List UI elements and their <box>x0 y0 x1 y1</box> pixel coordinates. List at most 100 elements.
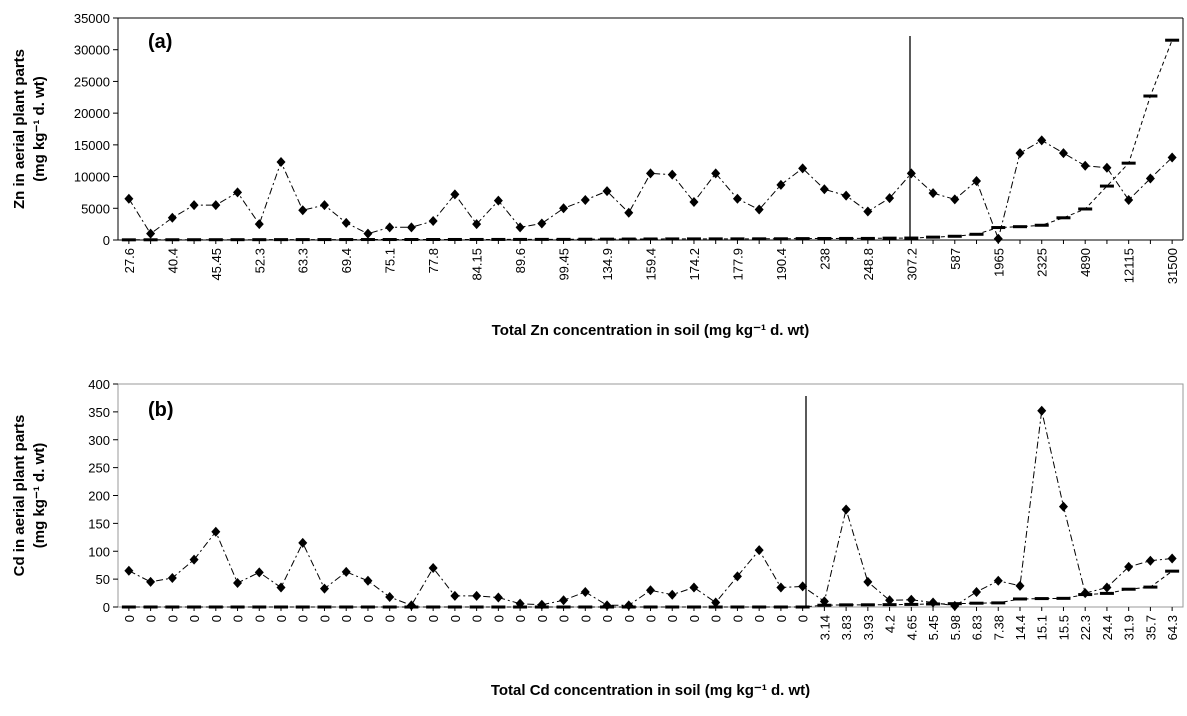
dash-marker <box>208 238 223 242</box>
x-tick-label: 3.83 <box>839 615 854 640</box>
dash-marker <box>730 237 745 241</box>
x-tick-label: 1965 <box>991 248 1006 277</box>
x-tick-label: 0 <box>796 615 811 622</box>
dash-marker <box>1034 597 1049 601</box>
diamond-marker <box>1124 195 1134 206</box>
y-tick-label: 200 <box>88 489 110 504</box>
x-tick-label: 69.4 <box>339 248 354 273</box>
diamond-marker <box>972 586 982 597</box>
x-tick-label: 0 <box>252 615 267 622</box>
diamond-marker <box>950 194 960 205</box>
diamond-marker <box>124 193 134 204</box>
dash-marker <box>969 601 984 605</box>
x-tick-label: 0 <box>426 615 441 622</box>
dash-marker <box>882 603 897 607</box>
y-tick-label: 150 <box>88 516 110 531</box>
dash-marker <box>1056 216 1071 220</box>
x-tick-label: 0 <box>557 615 572 622</box>
dash-marker <box>513 237 528 241</box>
x-tick-label: 5.98 <box>948 615 963 640</box>
dash-marker <box>295 605 310 609</box>
dash-marker <box>534 605 549 609</box>
diamond-marker <box>1037 405 1047 416</box>
diamond-marker <box>559 595 569 606</box>
diamond-marker <box>1015 148 1025 159</box>
dash-marker <box>665 237 680 241</box>
x-tick-label: 2325 <box>1035 248 1050 277</box>
dash-marker <box>926 235 941 239</box>
dash-marker <box>621 237 636 241</box>
diamond-marker <box>276 582 286 593</box>
dash-marker <box>382 238 397 242</box>
x-tick-label: 0 <box>448 615 463 622</box>
dash-marker <box>469 237 484 241</box>
diamond-marker <box>450 189 460 200</box>
y-tick-label: 30000 <box>74 43 110 58</box>
series-line <box>128 410 1173 607</box>
diamond-marker <box>428 215 438 226</box>
x-tick-label: 24.4 <box>1100 615 1115 640</box>
diamond-marker <box>537 218 547 229</box>
x-tick-label: 31.9 <box>1122 615 1137 640</box>
dash-marker <box>839 603 854 607</box>
x-tick-label: 15.1 <box>1035 615 1050 640</box>
x-tick-label: 4.65 <box>904 615 919 640</box>
diamond-marker <box>624 600 634 611</box>
dash-marker <box>1012 225 1027 229</box>
y-axis-title: (mg kg⁻¹ d. wt) <box>31 443 48 548</box>
diamond-marker <box>602 186 612 197</box>
x-tick-label: 3.93 <box>861 615 876 640</box>
diamond-marker <box>211 200 221 211</box>
diamond-marker <box>254 219 264 230</box>
x-tick-label: 177.9 <box>730 248 745 281</box>
series-line <box>128 139 1173 241</box>
x-tick-label: 0 <box>491 615 506 622</box>
dash-marker <box>1056 596 1071 600</box>
diamond-marker <box>1080 588 1090 599</box>
x-tick-label: 4890 <box>1078 248 1093 277</box>
dash-marker <box>839 236 854 240</box>
x-tick-label: 6.83 <box>970 615 985 640</box>
diamond-marker <box>754 204 764 215</box>
x-tick-label: 64.3 <box>1165 615 1180 640</box>
y-axis-title: Cd in aerial plant parts <box>11 415 28 577</box>
x-tick-label: 159.4 <box>644 248 659 281</box>
x-tick-label: 84.15 <box>470 248 485 281</box>
dash-marker <box>556 237 571 241</box>
diamond-marker <box>319 583 329 594</box>
x-tick-label: 12115 <box>1122 248 1137 283</box>
diamond-marker <box>254 567 264 578</box>
y-tick-label: 5000 <box>81 201 110 216</box>
dash-marker <box>1165 569 1180 573</box>
diamond-marker <box>798 581 808 592</box>
diamond-marker <box>885 595 895 606</box>
dash-marker <box>1078 593 1093 597</box>
x-tick-label: 35.7 <box>1143 615 1158 640</box>
dash-marker <box>513 605 528 609</box>
diamond-marker <box>1102 582 1112 593</box>
x-tick-label: 0 <box>122 615 137 622</box>
x-tick-label: 0 <box>165 615 180 622</box>
dash-marker <box>1099 184 1114 188</box>
diamond-marker <box>972 176 982 187</box>
dash-marker <box>795 605 810 609</box>
diamond-marker <box>1102 162 1112 173</box>
diamond-marker <box>1145 555 1155 566</box>
x-tick-label: 22.3 <box>1078 615 1093 640</box>
dash-marker <box>969 232 984 236</box>
x-tick-label: 45.45 <box>209 248 224 281</box>
diamond-marker <box>928 188 938 199</box>
x-tick-label: 7.38 <box>991 615 1006 640</box>
dash-marker <box>773 605 788 609</box>
diamond-marker <box>559 203 569 214</box>
diamond-marker <box>1167 152 1177 163</box>
x-tick-label: 3.14 <box>817 615 832 640</box>
dash-marker <box>230 605 245 609</box>
diamond-marker <box>341 217 351 228</box>
diamond-marker <box>493 195 503 206</box>
y-tick-label: 10000 <box>74 170 110 185</box>
dash-marker <box>752 605 767 609</box>
x-tick-label: 0 <box>513 615 528 622</box>
x-tick-label: 0 <box>665 615 680 622</box>
